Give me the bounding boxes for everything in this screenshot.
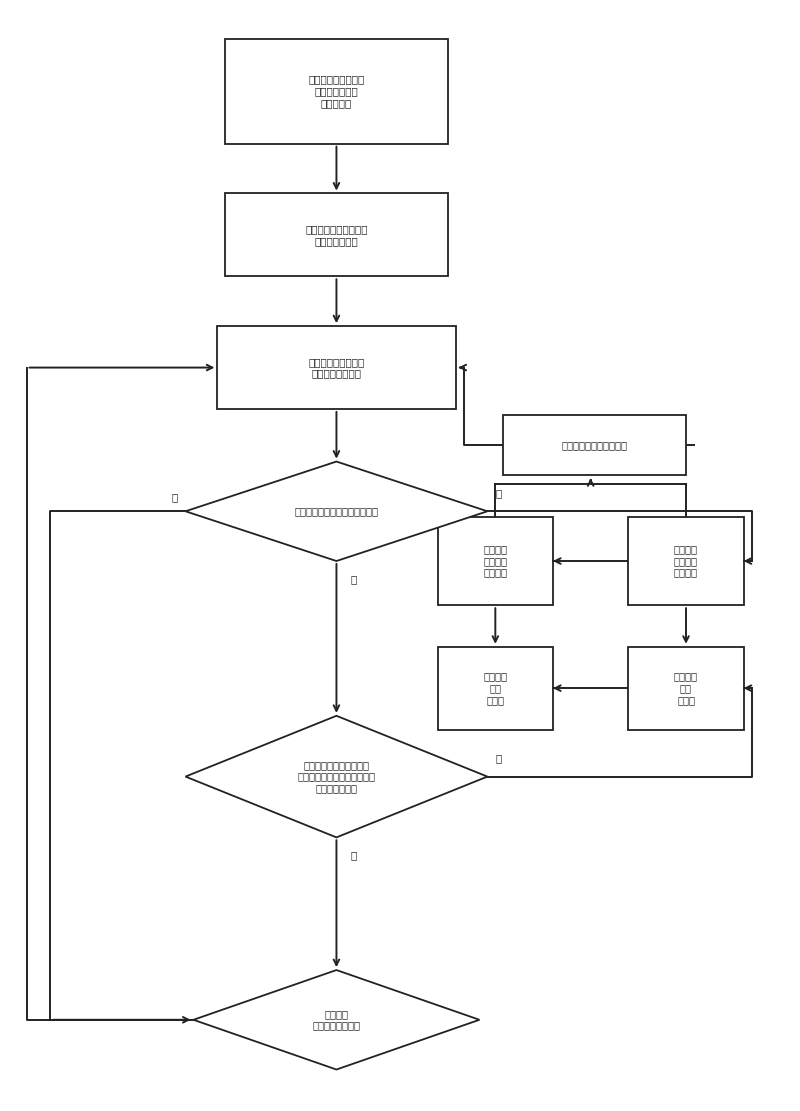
- Text: 继续测试
等待下一时间间隔: 继续测试 等待下一时间间隔: [313, 1009, 361, 1031]
- Text: 制冷功率
大于
设备量: 制冷功率 大于 设备量: [674, 671, 698, 704]
- FancyBboxPatch shape: [226, 39, 448, 143]
- Text: 是: 是: [350, 851, 357, 861]
- Text: 根据土壤换热器计算
确定井深及热量
及换热结构: 根据土壤换热器计算 确定井深及热量 及换热结构: [308, 74, 365, 108]
- Text: 计算出的热泵制冷功率与
计算前上某参数器换热量之差
在允许范围内？: 计算出的热泵制冷功率与 计算前上某参数器换热量之差 在允许范围内？: [298, 760, 375, 793]
- Text: 否: 否: [495, 488, 502, 498]
- Polygon shape: [186, 715, 487, 838]
- Text: 增大水泵
转控制器
输出电流: 增大水泵 转控制器 输出电流: [674, 544, 698, 578]
- Text: 调节辅助热器的加热功率: 调节辅助热器的加热功率: [562, 440, 628, 450]
- FancyBboxPatch shape: [629, 517, 743, 605]
- Text: 否: 否: [171, 492, 178, 502]
- Text: 制热功率
小于
换热量: 制热功率 小于 换热量: [483, 671, 507, 704]
- FancyBboxPatch shape: [629, 647, 743, 730]
- Text: 是: 是: [350, 574, 357, 584]
- FancyBboxPatch shape: [226, 193, 448, 277]
- FancyBboxPatch shape: [438, 517, 553, 605]
- Text: 根据水能温差和流量
计算出热量流冷量: 根据水能温差和流量 计算出热量流冷量: [308, 357, 365, 379]
- Text: 减水泵速
和控制器
输出电流: 减水泵速 和控制器 输出电流: [483, 544, 507, 578]
- Text: 否: 否: [495, 753, 502, 763]
- Text: 采集热泵机组进出口处
水温及流量数据: 采集热泵机组进出口处 水温及流量数据: [305, 224, 368, 246]
- Polygon shape: [194, 970, 479, 1070]
- Text: 变量调控间差是否在调节步长内: 变量调控间差是否在调节步长内: [294, 507, 378, 517]
- FancyBboxPatch shape: [218, 327, 456, 409]
- FancyBboxPatch shape: [503, 414, 686, 476]
- FancyBboxPatch shape: [438, 647, 553, 730]
- Polygon shape: [186, 461, 487, 561]
